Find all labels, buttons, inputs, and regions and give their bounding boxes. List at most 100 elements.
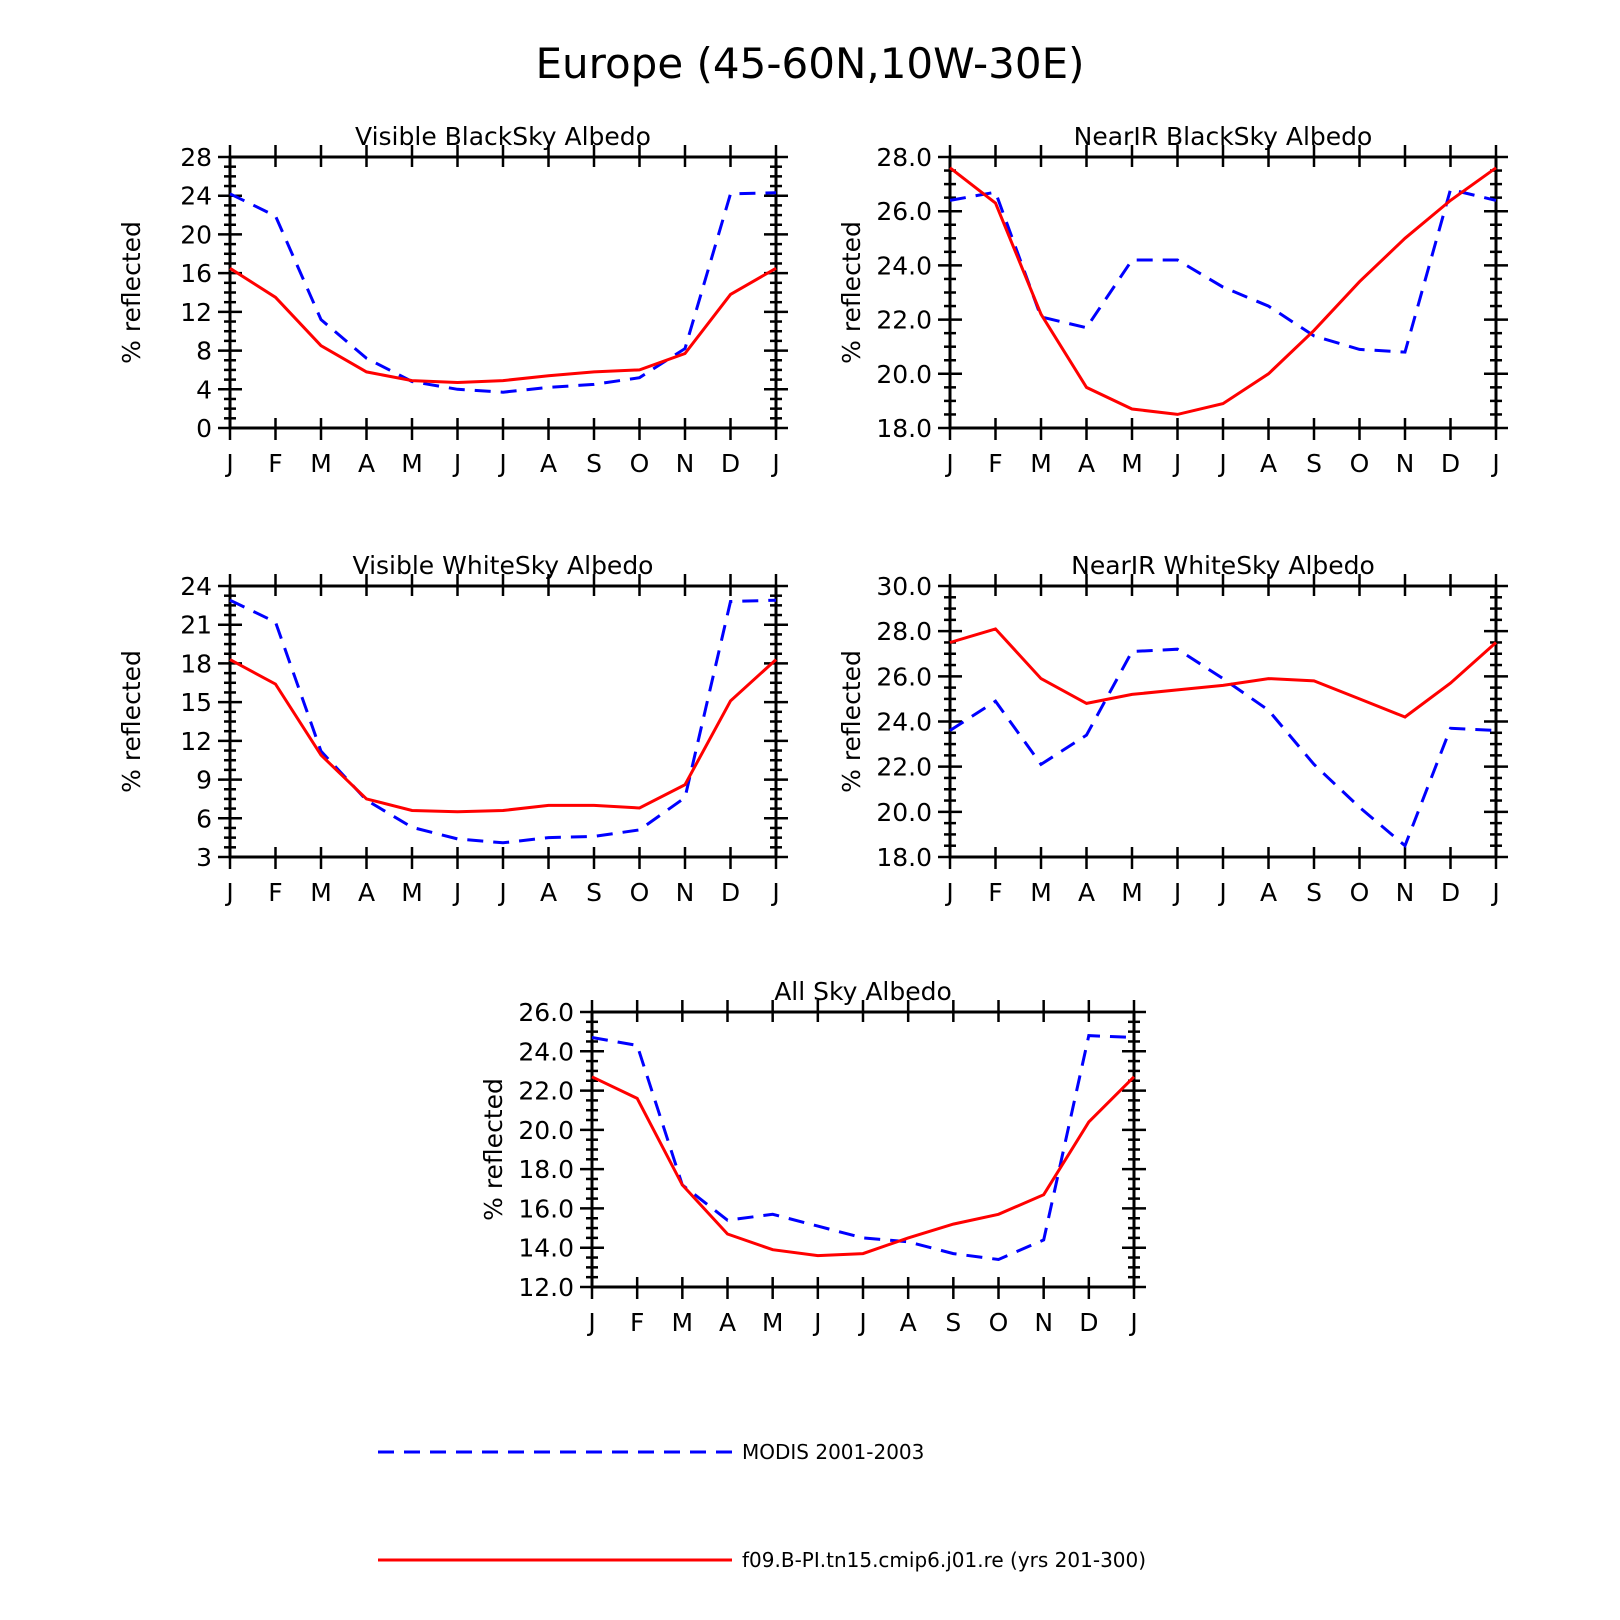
- x-tick-label: F: [268, 449, 282, 478]
- y-tick-label: 26.0: [876, 197, 932, 226]
- y-tick-label: 18.0: [876, 843, 932, 872]
- y-tick-label: 18: [180, 649, 212, 678]
- y-axis-label: % reflected: [837, 650, 866, 793]
- x-tick-label: F: [630, 1308, 644, 1337]
- x-tick-label: A: [358, 878, 375, 907]
- x-tick-label: N: [1396, 878, 1415, 907]
- y-tick-label: 26.0: [876, 662, 932, 691]
- x-tick-label: D: [721, 449, 740, 478]
- y-tick-label: 20: [180, 220, 212, 249]
- x-tick-label: D: [1079, 1308, 1098, 1337]
- x-tick-label: S: [1306, 878, 1322, 907]
- series-line-modis: [949, 187, 1497, 354]
- x-tick-label: J: [770, 449, 779, 478]
- series-line-modis: [229, 191, 777, 394]
- x-tick-label: J: [1217, 449, 1226, 478]
- x-tick-label: S: [586, 449, 602, 478]
- y-axis-label: % reflected: [479, 1078, 508, 1221]
- series-line-modis: [591, 1034, 1135, 1262]
- y-tick-label: 28.0: [876, 143, 932, 172]
- y-tick-label: 12.0: [518, 1273, 574, 1302]
- x-tick-label: J: [1217, 878, 1226, 907]
- x-tick-label: O: [630, 449, 650, 478]
- x-tick-label: J: [944, 878, 953, 907]
- x-tick-label: M: [310, 449, 332, 478]
- y-tick-label: 26.0: [518, 998, 574, 1027]
- y-tick-label: 6: [196, 804, 212, 833]
- x-tick-label: S: [586, 878, 602, 907]
- x-tick-label: J: [1128, 1308, 1137, 1337]
- x-tick-label: O: [1350, 878, 1370, 907]
- x-tick-label: A: [1260, 449, 1277, 478]
- x-tick-label: A: [358, 449, 375, 478]
- x-tick-label: M: [1030, 449, 1052, 478]
- y-tick-label: 30.0: [876, 572, 932, 601]
- series-line-modis: [229, 598, 777, 845]
- y-tick-label: 9: [196, 766, 212, 795]
- y-tick-label: 24: [180, 572, 212, 601]
- x-tick-label: M: [672, 1308, 694, 1337]
- y-tick-label: 15: [180, 688, 212, 717]
- x-tick-label: O: [630, 878, 650, 907]
- x-tick-label: N: [676, 878, 695, 907]
- x-tick-label: M: [401, 878, 423, 907]
- x-tick-label: M: [1121, 449, 1143, 478]
- x-tick-label: M: [1030, 878, 1052, 907]
- x-tick-label: M: [1121, 878, 1143, 907]
- y-tick-label: 20.0: [876, 798, 932, 827]
- series-line-model: [229, 266, 777, 385]
- y-tick-label: 28: [180, 143, 212, 172]
- x-tick-label: J: [1490, 449, 1499, 478]
- x-tick-label: A: [540, 878, 557, 907]
- y-tick-label: 18.0: [876, 414, 932, 443]
- x-tick-label: N: [1034, 1308, 1053, 1337]
- y-tick-label: 18.0: [518, 1155, 574, 1184]
- y-tick-label: 12: [180, 727, 212, 756]
- y-tick-label: 3: [196, 843, 212, 872]
- x-tick-label: J: [770, 878, 779, 907]
- y-tick-label: 16: [180, 259, 212, 288]
- x-tick-label: J: [452, 878, 461, 907]
- x-tick-label: N: [1396, 449, 1415, 478]
- y-tick-label: 28.0: [876, 617, 932, 646]
- series-line-model: [949, 166, 1497, 416]
- y-tick-label: 20.0: [518, 1116, 574, 1145]
- y-tick-label: 24.0: [876, 708, 932, 737]
- legend-model-label: f09.B-PI.tn15.cmip6.j01.re (yrs 201-300): [742, 1548, 1146, 1572]
- x-tick-label: A: [1260, 878, 1277, 907]
- x-tick-label: M: [401, 449, 423, 478]
- y-axis-label: % reflected: [117, 650, 146, 793]
- y-tick-label: 20.0: [876, 360, 932, 389]
- x-tick-label: J: [857, 1308, 866, 1337]
- x-tick-label: J: [497, 878, 506, 907]
- x-tick-label: F: [988, 878, 1002, 907]
- x-tick-label: J: [224, 449, 233, 478]
- y-tick-label: 14.0: [518, 1234, 574, 1263]
- x-tick-label: D: [721, 878, 740, 907]
- x-tick-label: J: [1172, 878, 1181, 907]
- x-tick-label: J: [812, 1308, 821, 1337]
- y-tick-label: 16.0: [518, 1194, 574, 1223]
- y-tick-label: 24: [180, 182, 212, 211]
- y-axis-label: % reflected: [837, 221, 866, 364]
- plot-frame: [948, 584, 1498, 859]
- x-tick-label: F: [988, 449, 1002, 478]
- x-tick-label: A: [540, 449, 557, 478]
- y-tick-label: 4: [196, 375, 212, 404]
- x-tick-label: O: [1350, 449, 1370, 478]
- y-tick-label: 24.0: [876, 251, 932, 280]
- y-tick-label: 22.0: [518, 1077, 574, 1106]
- y-tick-label: 8: [196, 337, 212, 366]
- x-tick-label: J: [452, 449, 461, 478]
- legend: MODIS 2001-2003 f09.B-PI.tn15.cmip6.j01.…: [378, 1440, 1146, 1572]
- legend-modis-label: MODIS 2001-2003: [742, 1440, 924, 1464]
- series-line-modis: [949, 647, 1497, 849]
- main-title: Europe (45-60N,10W-30E): [535, 39, 1084, 88]
- series-line-model: [591, 1075, 1136, 1258]
